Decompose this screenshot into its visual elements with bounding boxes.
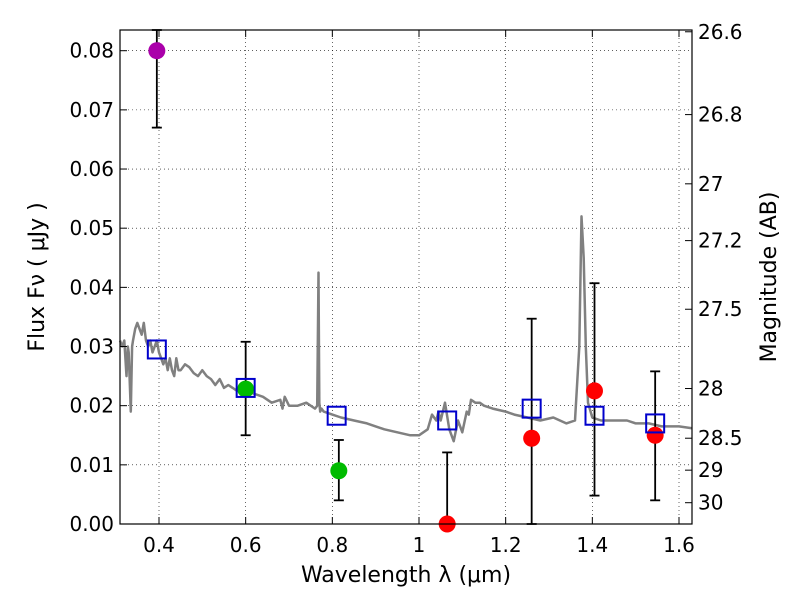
observed-point-red xyxy=(646,426,664,444)
mag-tick-label: 26.8 xyxy=(698,103,743,127)
mag-tick-label: 29 xyxy=(698,458,723,482)
plot-frame xyxy=(119,29,693,525)
y-tick-label: 0.01 xyxy=(69,453,114,477)
x-tick-label: 0.6 xyxy=(230,533,262,557)
y-tick-label: 0.06 xyxy=(69,157,114,181)
y-tick-label: 0.02 xyxy=(69,394,114,418)
model-point xyxy=(235,377,256,398)
mag-tick-label: 27 xyxy=(698,172,723,196)
observed-point-purple xyxy=(148,42,166,60)
model-point xyxy=(437,410,458,431)
mag-tick-label: 27.5 xyxy=(698,297,743,321)
x-tick-label: 1.6 xyxy=(663,533,695,557)
x-tick-label: 1 xyxy=(413,533,426,557)
model-point xyxy=(645,413,666,434)
observed-point-green xyxy=(330,462,348,480)
y-axis-label: Flux Fν ( μJy ) xyxy=(25,202,50,351)
y-tick-label: 0.08 xyxy=(69,39,114,63)
x-tick-label: 1.2 xyxy=(490,533,522,557)
mag-tick-label: 28 xyxy=(698,377,723,401)
y-tick-label: 0.05 xyxy=(69,216,114,240)
y2-axis-label: Magnitude (AB) xyxy=(757,192,782,363)
x-axis-label: Wavelength λ (μm) xyxy=(301,563,511,588)
y-tick-label: 0.00 xyxy=(69,512,114,536)
y-tick-label: 0.04 xyxy=(69,275,114,299)
model-point xyxy=(584,405,605,426)
ticks: 0.4 0.6 0.8 1 1.2 1.4 1.6 0.00 0.01 0.02 0.03 0.04 0… xyxy=(69,20,742,557)
mag-tick-label: 28.5 xyxy=(698,426,743,450)
x-tick-label: 0.8 xyxy=(316,533,348,557)
y-tick-label: 0.07 xyxy=(69,98,114,122)
y-tick-label: 0.03 xyxy=(69,335,114,359)
observed-point-green xyxy=(237,380,255,398)
model-point xyxy=(146,339,167,360)
mag-tick-label: 30 xyxy=(698,491,723,515)
mag-tick-label: 26.6 xyxy=(698,20,743,44)
model-point xyxy=(521,398,542,419)
observed-point-red xyxy=(523,429,541,447)
mag-tick-label: 27.2 xyxy=(698,229,743,253)
observed-points-layer xyxy=(148,42,664,533)
x-tick-label: 1.4 xyxy=(576,533,608,557)
x-tick-label: 0.4 xyxy=(143,533,175,557)
model-points-layer xyxy=(146,339,666,434)
model-point xyxy=(326,405,347,426)
observed-point-red xyxy=(586,382,603,400)
